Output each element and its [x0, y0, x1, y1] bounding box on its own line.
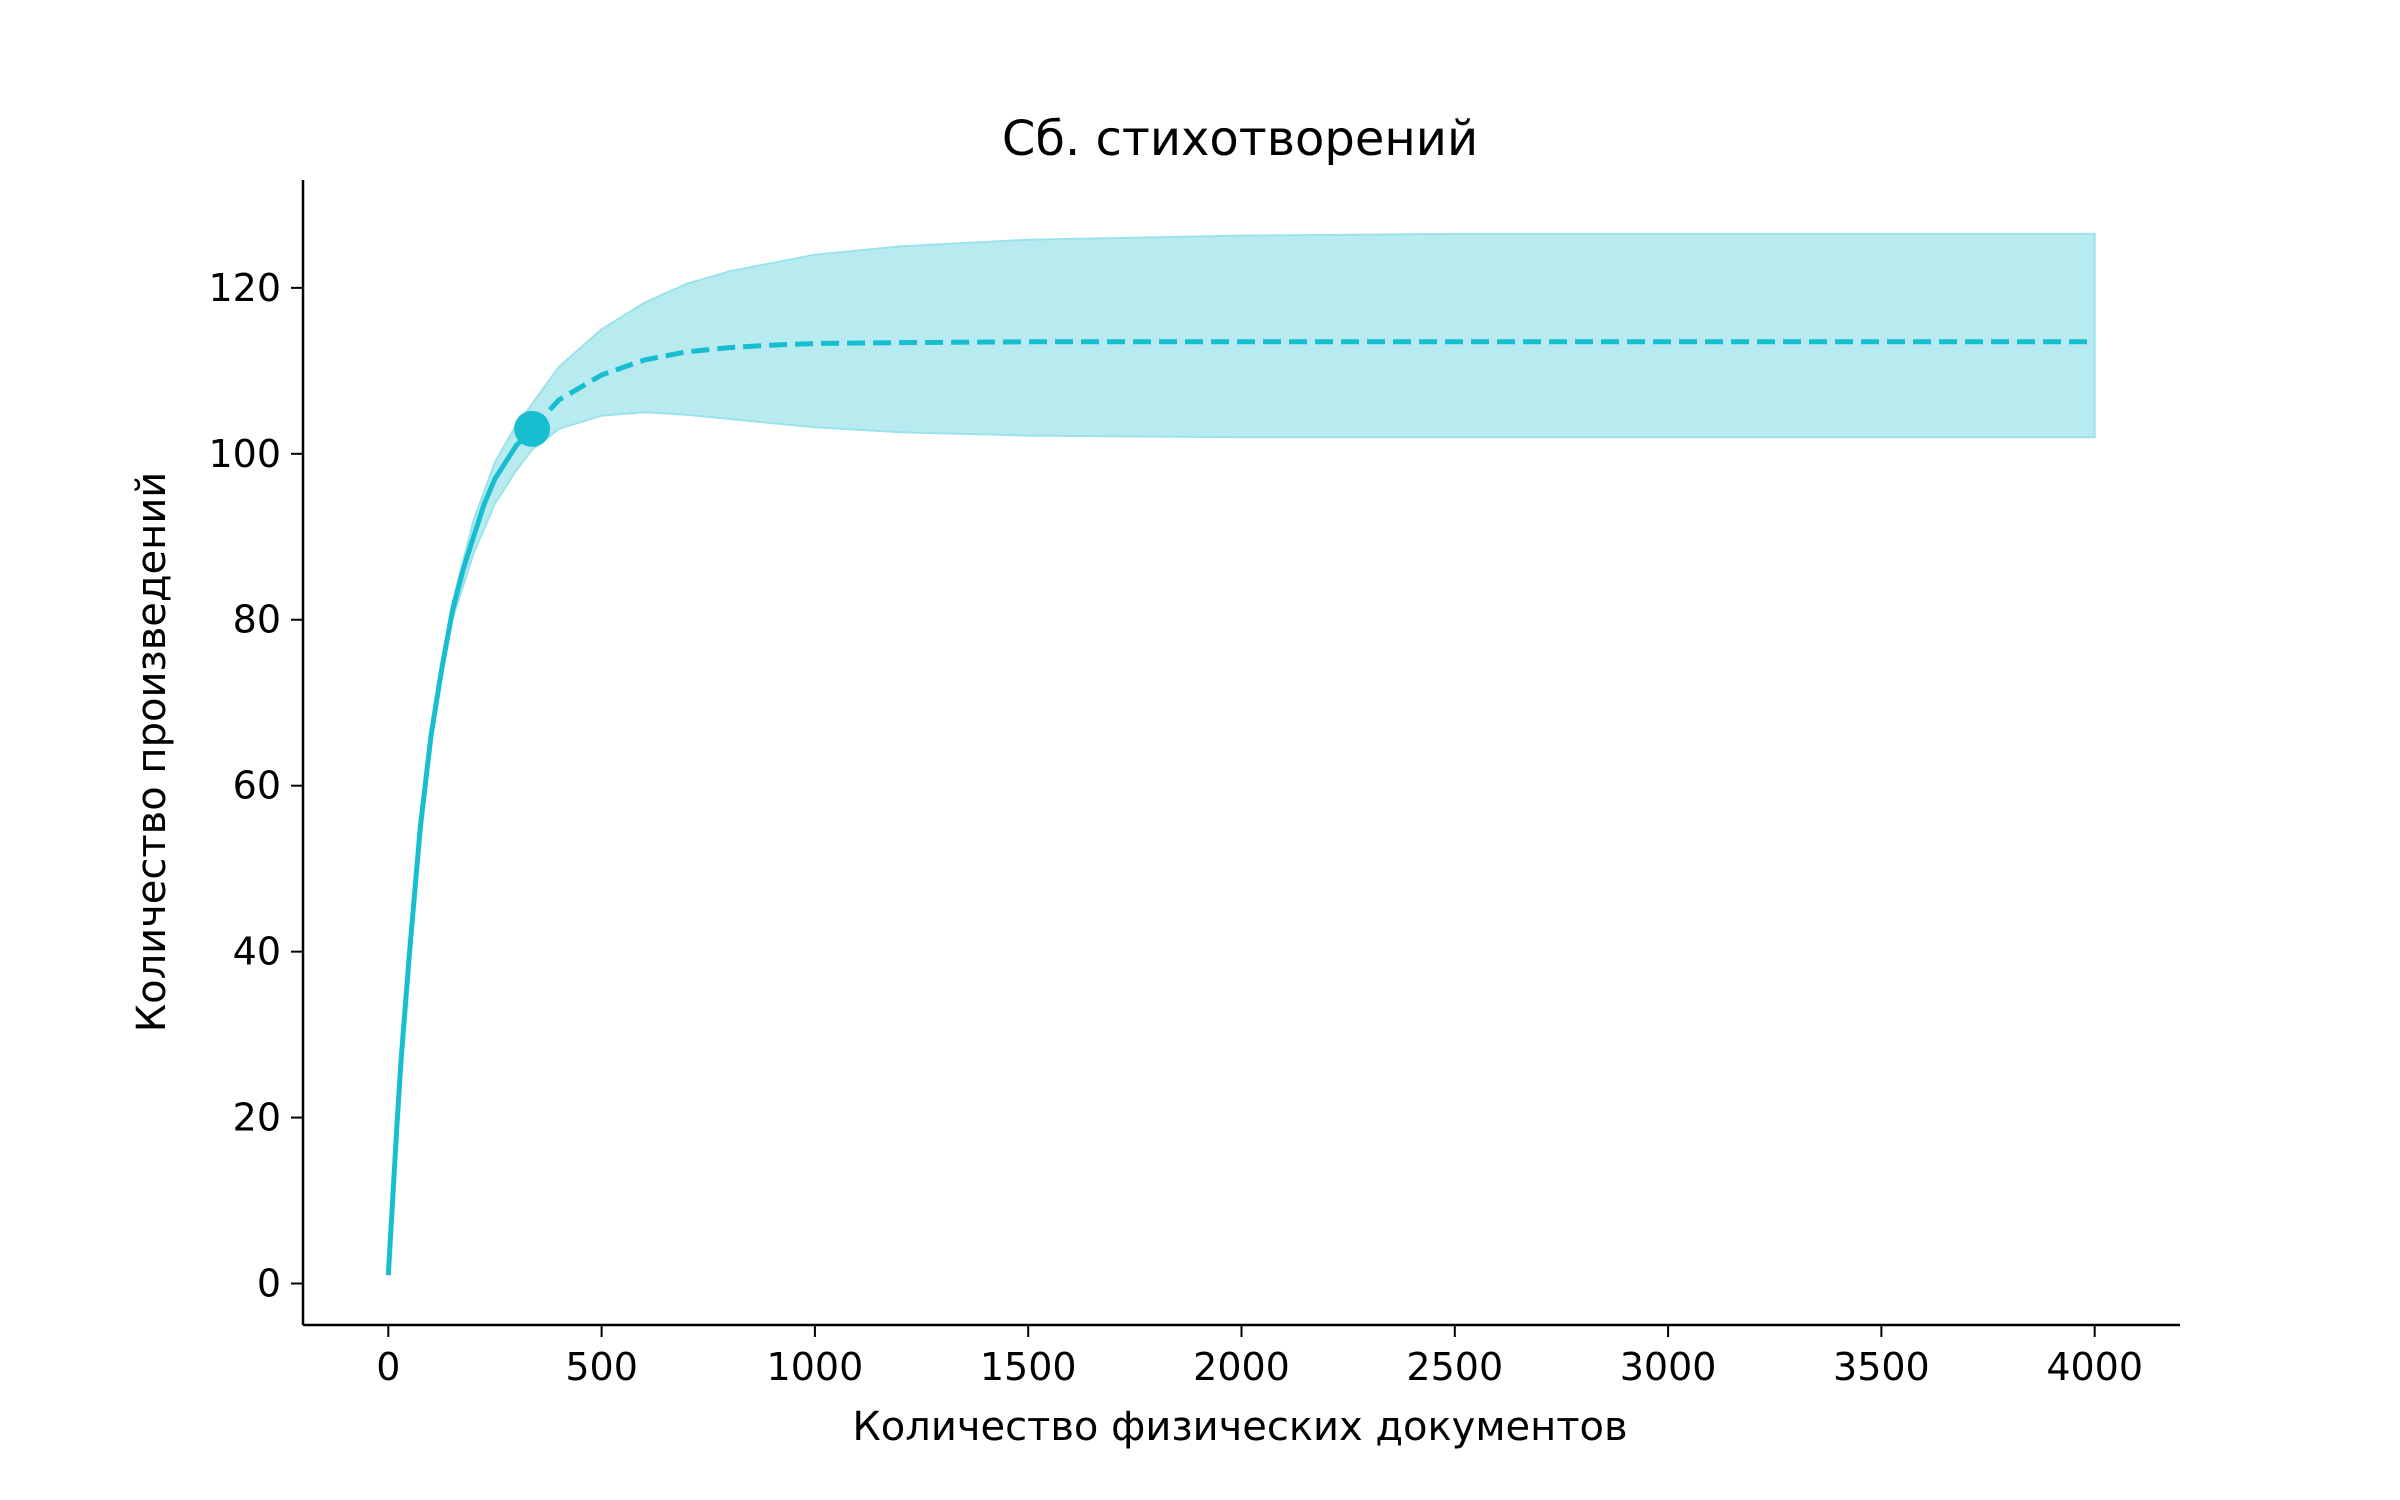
y-axis-label: Количество произведений: [129, 472, 175, 1033]
axes: 0 500 1000 1500 2000 2500 3000 3500 4000 0 20 40 60 8…: [208, 180, 2180, 1389]
x-tick-label: 4000: [2046, 1345, 2143, 1389]
x-tick-label: 0: [376, 1345, 400, 1389]
y-tick-label: 120: [208, 266, 281, 310]
y-tick-label: 80: [233, 598, 281, 642]
y-tick-label: 0: [257, 1262, 281, 1306]
x-axis-label: Количество физических документов: [852, 1404, 1627, 1450]
x-tick-label: 2500: [1406, 1345, 1503, 1389]
x-tick-label: 500: [565, 1345, 638, 1389]
x-tick-label: 1500: [980, 1345, 1077, 1389]
y-tick-label: 100: [208, 432, 281, 476]
x-tick-label: 2000: [1193, 1345, 1290, 1389]
confidence-band: [387, 232, 2096, 1276]
interpolation-line: [385, 427, 534, 1276]
plot-area: [385, 232, 2096, 1276]
observed-point: [514, 410, 551, 447]
y-tick-label: 60: [233, 764, 281, 808]
x-tick-label: 1000: [767, 1345, 864, 1389]
x-tick-label: 3500: [1833, 1345, 1930, 1389]
chart-title: Сб. стихотворений: [1002, 111, 1478, 167]
x-tick-label: 3000: [1620, 1345, 1717, 1389]
y-tick-label: 40: [233, 930, 281, 974]
y-tick-label: 20: [233, 1096, 281, 1140]
